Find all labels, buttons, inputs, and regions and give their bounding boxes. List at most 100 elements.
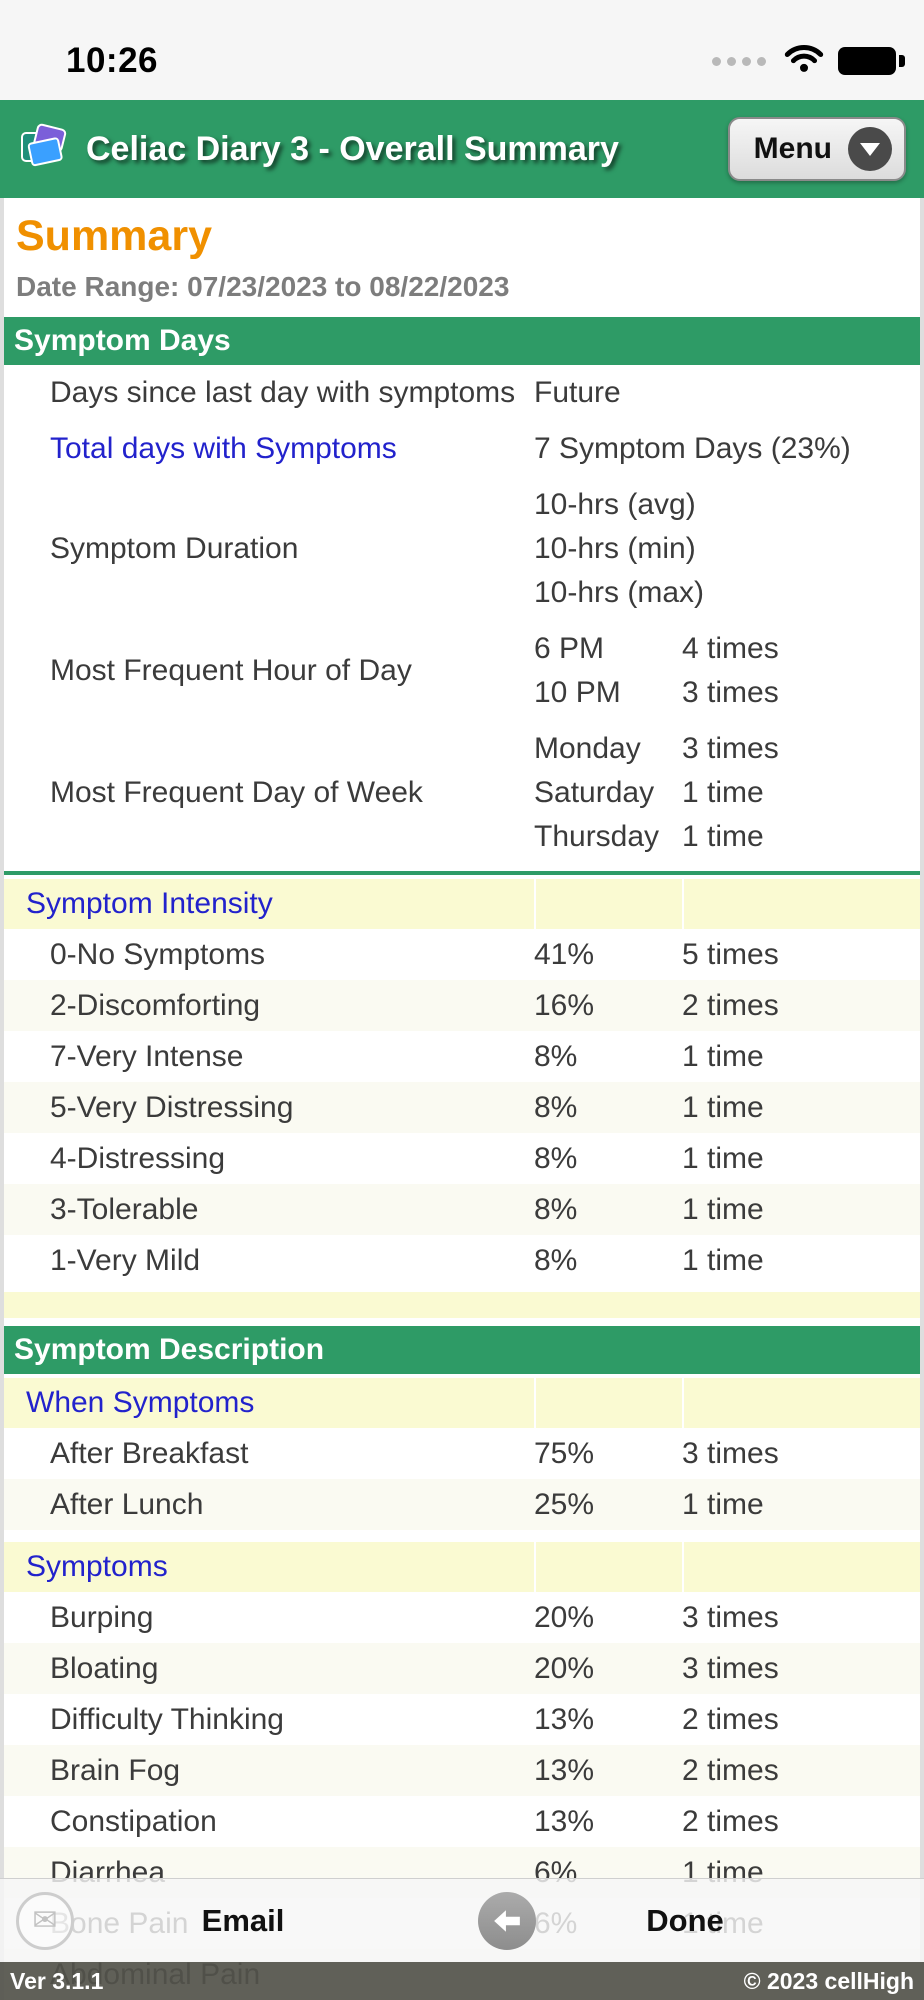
table-row: Most Frequent Hour of Day 6 PM 4 times 1… xyxy=(4,621,920,721)
version-bar: Ver 3.1.1 © 2023 cellHigh xyxy=(0,1962,924,2000)
row-value-list: Monday 3 times Saturday 1 time Thursday … xyxy=(534,727,920,859)
table-row: Total days with Symptoms 7 Symptom Days … xyxy=(4,421,920,477)
column-divider xyxy=(534,1378,682,1428)
when-symptoms-link[interactable]: When Symptoms xyxy=(26,1386,255,1419)
row-count: 1 time xyxy=(682,1090,764,1124)
row-count: 1 time xyxy=(682,1141,764,1175)
row-value: 7 Symptom Days (23%) xyxy=(534,432,851,465)
battery-icon xyxy=(838,47,905,75)
table-row: 5-Very Distressing 8% 1 time xyxy=(4,1082,920,1133)
table-row: Symptom Duration 10-hrs (avg) 10-hrs (mi… xyxy=(4,477,920,621)
row-percent: 8% xyxy=(534,1090,578,1124)
when-symptoms-table: After Breakfast 75% 3 times After Lunch … xyxy=(4,1428,920,1530)
pair-value: Monday xyxy=(534,732,641,765)
row-percent: 13% xyxy=(534,1702,595,1736)
row-label: Most Frequent Hour of Day xyxy=(50,654,412,687)
column-divider xyxy=(682,1378,920,1428)
done-button[interactable]: Done xyxy=(462,1879,924,1962)
row-label: After Breakfast xyxy=(50,1436,249,1470)
clock: 10:26 xyxy=(66,41,159,80)
row-label: Most Frequent Day of Week xyxy=(50,776,423,809)
email-label: Email xyxy=(201,1902,285,1938)
row-value-list: 6 PM 4 times 10 PM 3 times xyxy=(534,627,920,715)
column-divider xyxy=(534,879,682,929)
row-label: After Lunch xyxy=(50,1487,204,1521)
table-row: After Lunch 25% 1 time xyxy=(4,1479,920,1530)
row-count: 2 times xyxy=(682,1702,779,1736)
subsection-header-symptoms: Symptoms xyxy=(4,1542,920,1592)
app-header: Celiac Diary 3 - Overall Summary Menu xyxy=(0,100,924,198)
duration-avg: 10-hrs (avg) xyxy=(534,488,696,521)
date-range: Date Range: 07/23/2023 to 08/22/2023 xyxy=(16,271,510,302)
row-count: 2 times xyxy=(682,1753,779,1787)
row-percent: 20% xyxy=(534,1600,595,1634)
row-percent: 25% xyxy=(534,1487,595,1521)
value-count-pair: 6 PM 4 times xyxy=(534,627,920,671)
row-label: 7-Very Intense xyxy=(50,1039,244,1073)
cellular-signal-icon xyxy=(712,56,766,66)
row-label: Difficulty Thinking xyxy=(50,1702,284,1736)
table-row: 4-Distressing 8% 1 time xyxy=(4,1133,920,1184)
pair-value: Saturday xyxy=(534,776,655,809)
symptom-intensity-table: 0-No Symptoms 41% 5 times 2-Discomfortin… xyxy=(4,929,920,1286)
row-count: 3 times xyxy=(682,1436,779,1470)
email-button[interactable]: ✉ Email xyxy=(0,1879,462,1962)
value-count-pair: Saturday 1 time xyxy=(534,771,920,815)
symptom-intensity-link[interactable]: Symptom Intensity xyxy=(26,887,273,920)
total-days-with-symptoms-link[interactable]: Total days with Symptoms xyxy=(50,432,397,465)
row-percent: 20% xyxy=(534,1651,595,1685)
back-arrow-icon xyxy=(478,1891,536,1950)
table-row: Most Frequent Day of Week Monday 3 times… xyxy=(4,721,920,865)
section-header-symptom-days: Symptom Days xyxy=(4,317,920,365)
wifi-icon xyxy=(784,44,824,79)
table-footer-strip xyxy=(4,1292,920,1318)
pair-count: 1 time xyxy=(682,820,764,853)
status-bar: 10:26 xyxy=(0,0,924,100)
value-count-pair: 10 PM 3 times xyxy=(534,671,920,715)
symptoms-link[interactable]: Symptoms xyxy=(26,1550,168,1583)
table-row: 0-No Symptoms 41% 5 times xyxy=(4,929,920,980)
row-label: 2-Discomforting xyxy=(50,988,261,1022)
app-icon xyxy=(18,123,74,176)
column-divider xyxy=(534,1542,682,1592)
row-count: 1 time xyxy=(682,1039,764,1073)
row-count: 1 time xyxy=(682,1487,764,1521)
row-label: Burping xyxy=(50,1600,154,1634)
row-count: 2 times xyxy=(682,1804,779,1838)
row-count: 3 times xyxy=(682,1651,779,1685)
table-row: 1-Very Mild 8% 1 time xyxy=(4,1235,920,1286)
row-label: 0-No Symptoms xyxy=(50,937,266,971)
duration-max: 10-hrs (max) xyxy=(534,576,705,609)
row-label: 3-Tolerable xyxy=(50,1192,199,1226)
table-row: Days since last day with symptoms Future xyxy=(4,365,920,421)
row-label: 4-Distressing xyxy=(50,1141,226,1175)
table-row: 7-Very Intense 8% 1 time xyxy=(4,1031,920,1082)
row-label: Brain Fog xyxy=(50,1753,181,1787)
row-percent: 13% xyxy=(534,1753,595,1787)
table-row: Constipation 13% 2 times xyxy=(4,1796,920,1847)
row-count: 1 time xyxy=(682,1192,764,1226)
table-row: 2-Discomforting 16% 2 times xyxy=(4,980,920,1031)
summary-scroll-area[interactable]: Summary Date Range: 07/23/2023 to 08/22/… xyxy=(0,198,924,2000)
table-row: Bloating 20% 3 times xyxy=(4,1643,920,1694)
envelope-glyph: ✉ xyxy=(32,1904,58,1937)
done-label: Done xyxy=(646,1902,724,1938)
duration-min: 10-hrs (min) xyxy=(534,532,696,565)
row-label: 5-Very Distressing xyxy=(50,1090,294,1124)
pair-count: 3 times xyxy=(682,676,779,709)
pair-value: Thursday xyxy=(534,820,660,853)
menu-button-label: Menu xyxy=(753,132,832,165)
row-percent: 16% xyxy=(534,988,595,1022)
row-percent: 75% xyxy=(534,1436,595,1470)
pair-count: 4 times xyxy=(682,632,779,665)
version-text: Ver 3.1.1 xyxy=(10,1967,104,1994)
table-row: Burping 20% 3 times xyxy=(4,1592,920,1643)
chevron-down-icon xyxy=(848,127,892,171)
row-percent: 41% xyxy=(534,937,595,971)
row-count: 2 times xyxy=(682,988,779,1022)
menu-button[interactable]: Menu xyxy=(727,117,906,181)
row-count: 3 times xyxy=(682,1600,779,1634)
page-header-title: Celiac Diary 3 - Overall Summary xyxy=(86,129,619,168)
row-percent: 8% xyxy=(534,1039,578,1073)
